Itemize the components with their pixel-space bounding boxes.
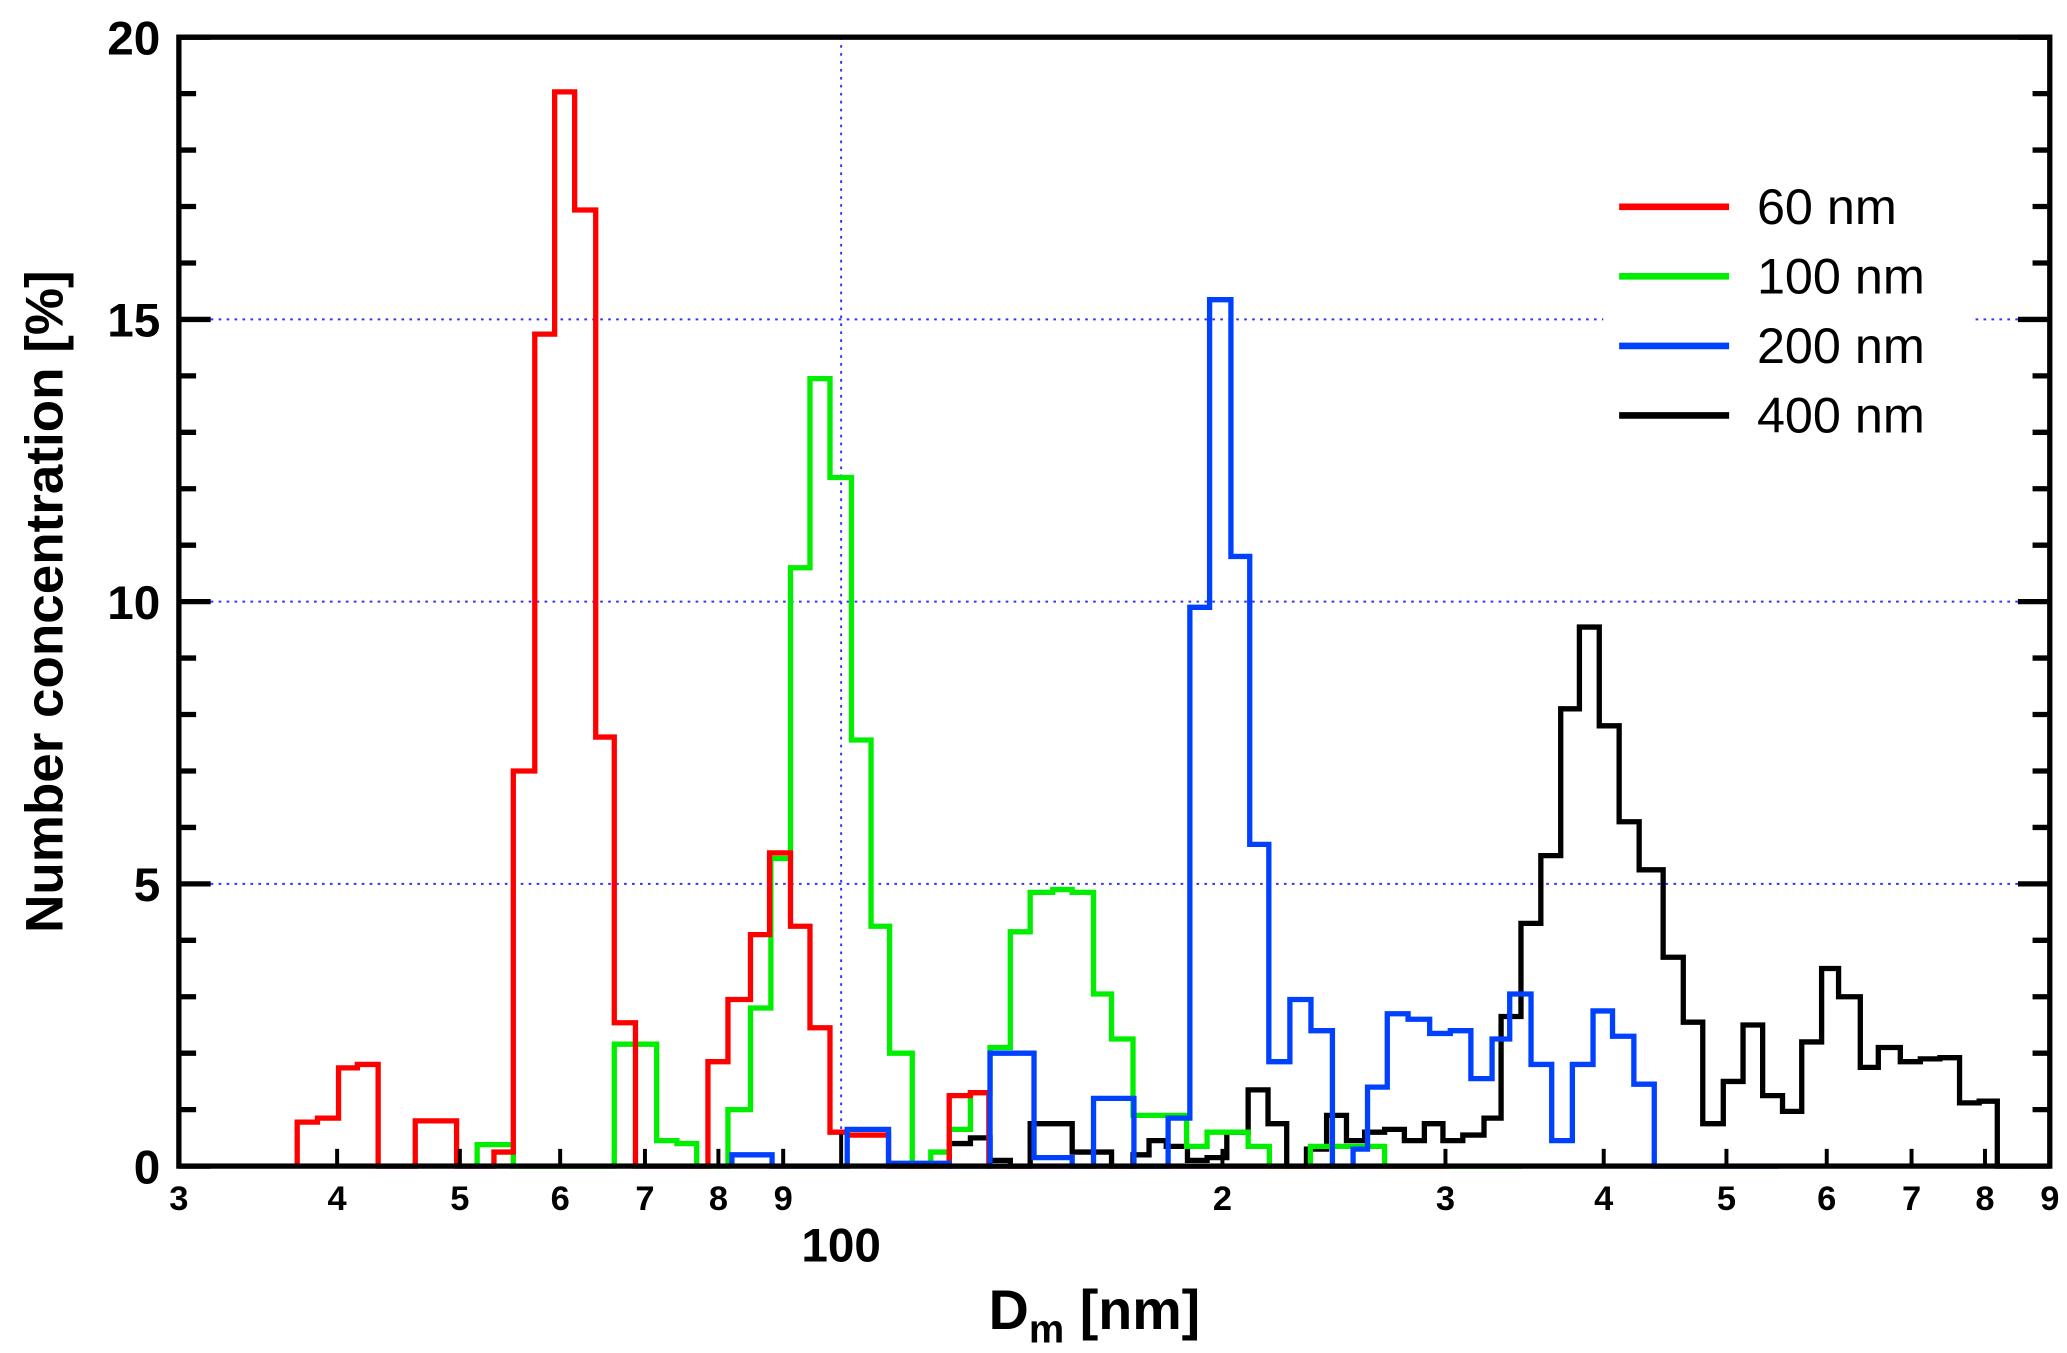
x-tick-label: 8 bbox=[1975, 1180, 1994, 1218]
x-axis-title: Dm [nm] bbox=[989, 1279, 1201, 1351]
series-line-60-nm bbox=[294, 89, 1450, 1169]
y-axis-title: Number concentration [%] bbox=[15, 270, 74, 933]
legend: 60 nm 100 nm 200 nm 400 nm bbox=[1603, 169, 1972, 448]
legend-label: 60 nm bbox=[1757, 178, 1897, 235]
x-tick-label: 9 bbox=[774, 1180, 793, 1218]
series-line-200-nm bbox=[729, 297, 1779, 1169]
axis-ticks bbox=[176, 34, 2052, 1169]
x-axis-title-subscript: m bbox=[1029, 1307, 1064, 1351]
y-tick-label: 5 bbox=[134, 859, 161, 912]
x-tick-label: 5 bbox=[450, 1180, 469, 1218]
x-tick-label: 5 bbox=[1717, 1180, 1736, 1218]
x-tick-label: 7 bbox=[635, 1180, 654, 1218]
x-tick-label: 4 bbox=[328, 1180, 347, 1218]
x-axis-title-unit: [nm] bbox=[1080, 1279, 1201, 1341]
legend-label: 100 nm bbox=[1757, 248, 1925, 305]
x-tick-label: 6 bbox=[1817, 1180, 1836, 1218]
x-tick-label: 7 bbox=[1902, 1180, 1921, 1218]
x-tick-label: 3 bbox=[169, 1180, 188, 1218]
series-line-400-nm bbox=[946, 624, 2019, 1169]
legend-background bbox=[1603, 169, 1972, 448]
x-tick-label-major: 100 bbox=[801, 1219, 881, 1272]
y-tick-label: 0 bbox=[134, 1141, 161, 1194]
x-tick-label: 8 bbox=[709, 1180, 728, 1218]
x-tick-label: 6 bbox=[551, 1180, 570, 1218]
legend-label: 400 nm bbox=[1757, 387, 1925, 444]
x-tick-label: 9 bbox=[2040, 1180, 2059, 1218]
x-tick-label: 2 bbox=[1213, 1180, 1232, 1218]
x-tick-label: 3 bbox=[1436, 1180, 1455, 1218]
y-tick-label: 10 bbox=[107, 577, 160, 630]
x-tick-label: 4 bbox=[1594, 1180, 1613, 1218]
y-tick-label: 20 bbox=[107, 12, 160, 65]
x-axis-title-base: D bbox=[989, 1279, 1029, 1341]
y-tick-label: 15 bbox=[107, 295, 160, 348]
x-axis-title-space bbox=[1064, 1279, 1079, 1341]
legend-label: 200 nm bbox=[1757, 317, 1925, 374]
